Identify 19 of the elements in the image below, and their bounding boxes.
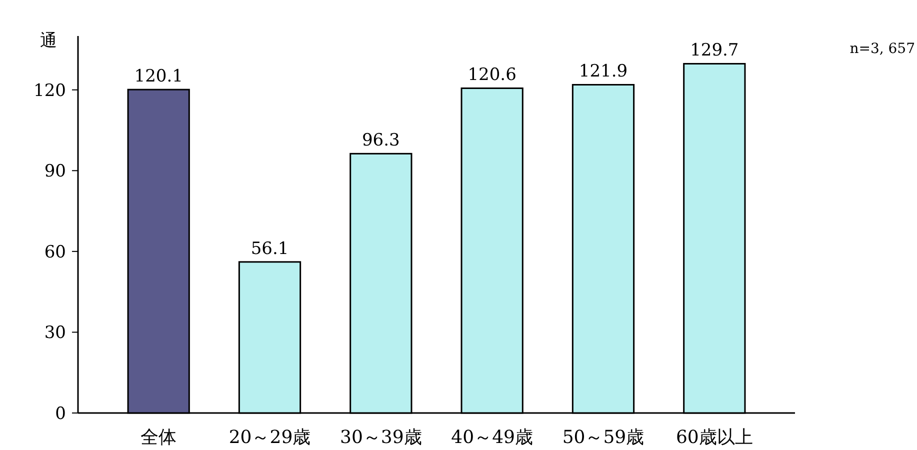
- data-label: 120.6: [468, 65, 516, 86]
- data-label: 96.3: [362, 130, 400, 151]
- text: n=3, 657: [850, 41, 915, 57]
- data-label: 56.1: [250, 238, 289, 259]
- y-tick-label: 120: [34, 80, 66, 101]
- y-tick-label: 0: [55, 404, 66, 424]
- y-axis-title: 通: [40, 31, 57, 51]
- y-tick-label: 30: [44, 323, 66, 344]
- data-label: 129.7: [690, 40, 739, 61]
- y-tick-label: 60: [44, 242, 66, 262]
- x-tick-label: 40～49歳: [451, 427, 533, 448]
- y-tick-label: 90: [44, 162, 66, 182]
- x-tick-label: 20～29歳: [228, 427, 311, 448]
- data-label: 121.9: [578, 62, 628, 82]
- data-label: 120.1: [134, 66, 183, 87]
- x-tick-label: 全体: [140, 427, 177, 448]
- x-tick-label: 30～39歳: [340, 427, 422, 448]
- x-tick-label: 50～59歳: [562, 427, 644, 448]
- x-tick-label: 60歳以上: [676, 427, 753, 448]
